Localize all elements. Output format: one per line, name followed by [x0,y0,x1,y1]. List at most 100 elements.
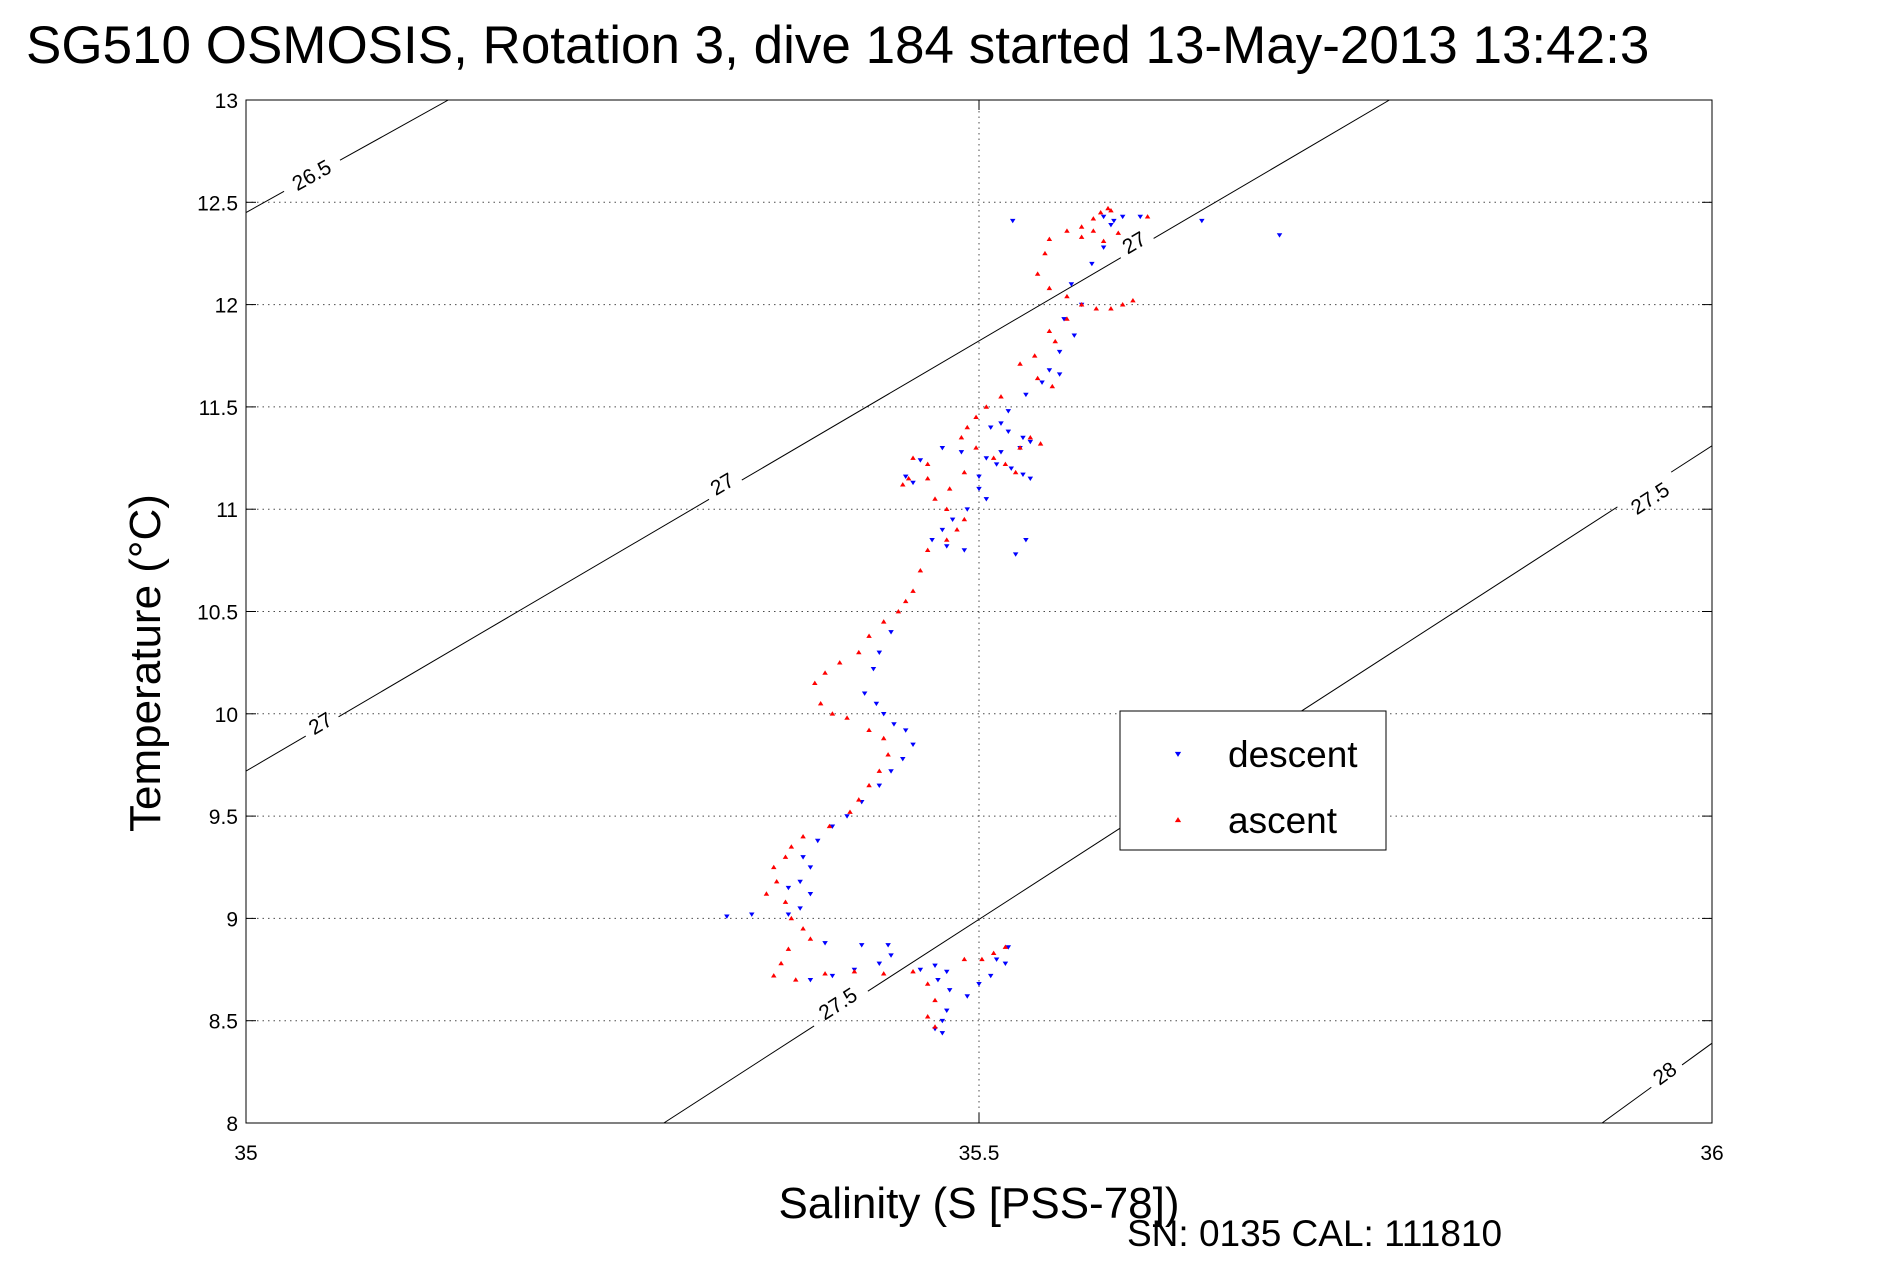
descent-point [944,1008,950,1014]
descent-point [1089,261,1095,267]
legend: descent ascent [1119,710,1387,851]
ascent-point [964,424,971,430]
ascent-point [902,598,909,604]
ascent-point [788,844,795,849]
descent-point [910,480,916,486]
descent-point [949,517,956,522]
descent-point [939,1031,946,1036]
ascent-point [1027,435,1034,440]
ascent-point [958,435,965,440]
ascent-point [924,475,931,481]
ascent-point [944,537,950,542]
descent-point [876,783,883,788]
ascent-point [895,608,902,614]
ascent-point [1115,230,1122,235]
descent-point [1005,945,1012,950]
ascent-point [807,936,814,941]
descent-point [1039,380,1045,385]
ascent-point [1064,293,1070,299]
descent-point [1137,214,1144,220]
descent-point [917,458,924,463]
descent-point [1020,435,1026,441]
y-tick-label: 12 [215,295,238,318]
descent-point [888,630,894,635]
legend-marker-descent [1174,751,1182,757]
descent-point [1027,439,1034,445]
descent-point [976,486,982,492]
y-tick-label: 11.5 [199,397,238,420]
ascent-point [1105,205,1111,211]
contour-label: 27 [305,708,337,740]
ascent-point [924,547,931,552]
ascent-point [856,797,862,802]
descent-point [993,462,1000,467]
ascent-point [763,891,770,896]
grid-lines [246,100,1712,1123]
ascent-point [793,977,799,982]
ascent-point [880,971,887,976]
descent-point [885,943,891,948]
ascent-point [983,404,990,409]
descent-point [976,982,982,987]
ascent-point [1002,461,1009,467]
ascent-point [1090,216,1097,221]
legend-marker-ascent [1174,817,1182,823]
descent-point [829,973,836,979]
ascent-point [885,752,891,757]
y-tick-label: 11 [216,499,238,522]
x-axis-label: Salinity (S [PSS-78]) [778,1179,1179,1228]
descent-point [900,756,906,762]
ascent-point [847,809,853,814]
x-tick-label: 36 [1700,1142,1723,1165]
descent-point [987,425,994,430]
y-tick-label: 10.5 [197,602,238,625]
ascent-point [1078,302,1085,307]
ascent-point [1042,250,1048,256]
ascent-point [788,915,795,921]
contour-label: 26.5 [289,156,336,196]
descent-point [939,445,946,451]
descent-point [987,973,994,979]
descent-point [888,769,894,774]
density-contour-27 [338,498,710,718]
ascent-point [1119,302,1126,307]
descent-point [873,701,880,707]
y-tick-label: 10 [215,704,238,727]
density-contour-28 [1681,1042,1712,1066]
descent-point [910,742,916,748]
ascent-point [866,727,872,733]
contour-labels: 26.5 27 27 27 27.5 27.5 28 [289,156,1682,1090]
ascent-point [800,926,806,931]
descent-point [844,814,850,819]
density-contour-26.5 [246,190,285,213]
descent-point [1005,429,1012,434]
descent-point [807,977,814,983]
density-contour-27 [246,735,307,772]
x-axis-ticks: 35 35.5 36 [234,100,1724,1165]
descent-point [917,967,924,973]
ascent-point [932,496,938,501]
descent-point [1027,476,1034,482]
y-axis-label: Temperature (°C) [121,494,170,832]
ascent-point [910,455,916,460]
ascent-point [829,711,836,716]
descent-point [944,969,950,975]
descent-point [1023,392,1029,398]
ascent-point [1078,234,1085,239]
descent-point [785,885,792,891]
density-contour-28 [1601,1086,1652,1123]
ascent-point [1037,441,1044,446]
ascent-point [973,414,979,419]
ascent-point [1108,306,1114,311]
descent-point [1056,372,1063,377]
y-tick-label: 8 [226,1113,238,1136]
ascent-point [924,1014,931,1019]
ascent-point [905,475,912,481]
ascent-point [800,834,806,839]
ascent-point [1064,316,1070,321]
descent-point [932,963,938,969]
ascent-point [917,568,924,573]
ascent-point [880,735,887,741]
descent-point [1199,218,1205,224]
ascent-point [924,461,931,467]
